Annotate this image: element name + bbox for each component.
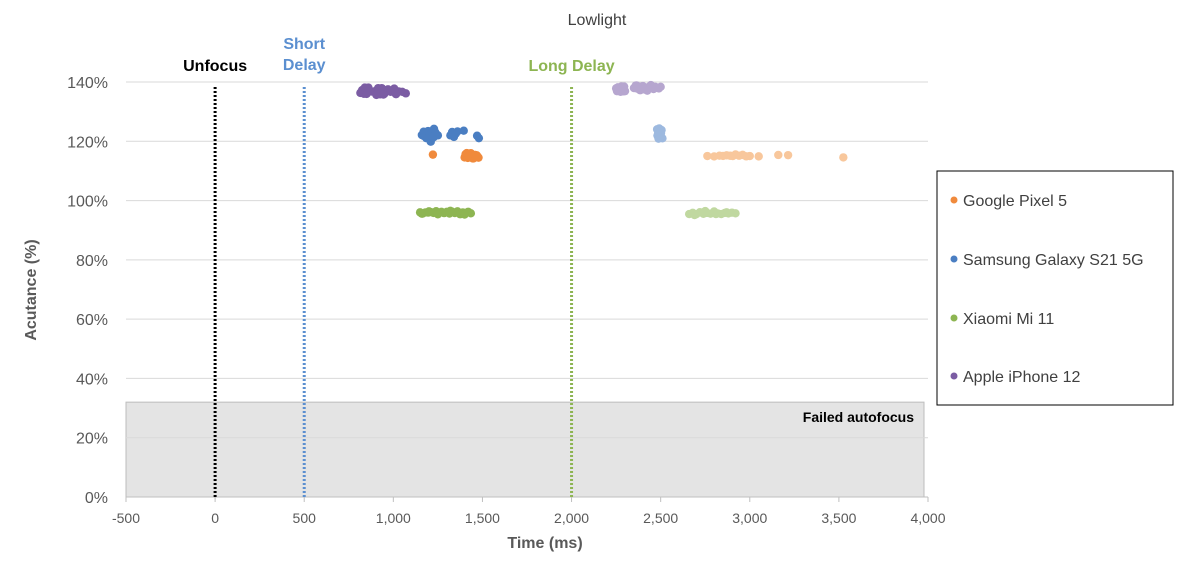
legend-label: Apple iPhone 12 xyxy=(963,369,1081,386)
y-tick-label: 0% xyxy=(85,490,108,507)
legend: Google Pixel 5 Samsung Galaxy S21 5G Xiaom… xyxy=(936,170,1174,406)
x-tick-label: -500 xyxy=(112,510,140,526)
x-tick-label: 2,000 xyxy=(554,510,589,526)
reference-line-label: Unfocus xyxy=(183,58,247,75)
reference-line-label: Short Delay xyxy=(283,36,326,74)
x-tick-label: 4,000 xyxy=(910,510,945,526)
data-point xyxy=(379,90,388,99)
x-axis-title: Time (ms) xyxy=(507,535,582,552)
data-point xyxy=(364,83,373,92)
data-point xyxy=(619,82,629,91)
data-point xyxy=(460,210,469,219)
legend-marker xyxy=(950,314,958,322)
data-point xyxy=(362,89,371,99)
data-point xyxy=(656,82,665,92)
legend-label: Xiaomi Mi 11 xyxy=(963,311,1054,328)
y-tick-label: 120% xyxy=(67,134,108,151)
x-tick-label: 3,000 xyxy=(732,510,767,526)
data-point xyxy=(745,151,754,161)
y-tick-label: 140% xyxy=(67,75,108,92)
legend-marker xyxy=(950,255,958,263)
failed-autofocus-region xyxy=(125,401,925,498)
data-point xyxy=(401,89,411,98)
data-point xyxy=(774,150,783,160)
data-point xyxy=(459,126,468,135)
x-tick-label: 500 xyxy=(293,510,317,526)
data-point xyxy=(731,209,740,218)
legend-marker xyxy=(950,372,958,380)
data-point xyxy=(424,207,434,216)
data-point xyxy=(472,151,481,160)
data-point xyxy=(466,209,476,218)
data-point xyxy=(377,83,386,93)
data-point xyxy=(722,208,731,217)
data-point xyxy=(646,80,656,90)
data-point xyxy=(426,137,435,146)
x-tick-label: 3,500 xyxy=(821,510,856,526)
data-point xyxy=(701,206,710,216)
data-point xyxy=(474,133,484,143)
legend-box xyxy=(936,170,1174,406)
chart-title: Lowlight xyxy=(568,12,627,29)
y-tick-label: 40% xyxy=(76,371,108,388)
data-point xyxy=(429,124,439,134)
legend-marker xyxy=(950,196,958,204)
y-tick-label: 60% xyxy=(76,312,108,329)
x-tick-label: 1,000 xyxy=(376,510,411,526)
x-tick-label: 1,500 xyxy=(465,510,500,526)
y-tick-label: 20% xyxy=(76,431,108,448)
data-point xyxy=(754,152,763,161)
data-point xyxy=(433,210,443,219)
legend-label: Samsung Galaxy S21 5G xyxy=(963,252,1144,269)
reference-line-label: Long Delay xyxy=(528,58,614,75)
data-point xyxy=(711,209,721,219)
data-point xyxy=(391,90,401,99)
x-tick-label: 0 xyxy=(211,510,219,526)
x-tick-label: 2,500 xyxy=(643,510,678,526)
data-point xyxy=(417,209,427,218)
y-axis-title: Acutance (%) xyxy=(23,239,40,340)
data-point xyxy=(690,210,699,220)
data-point xyxy=(428,150,438,159)
failed-autofocus-label: Failed autofocus xyxy=(803,409,914,425)
y-tick-label: 80% xyxy=(76,253,108,270)
data-point xyxy=(446,206,455,215)
data-point xyxy=(453,127,462,136)
data-point xyxy=(839,153,848,162)
data-point xyxy=(703,151,712,161)
y-tick-label: 100% xyxy=(67,194,108,211)
data-point xyxy=(783,150,793,160)
legend-label: Google Pixel 5 xyxy=(963,193,1067,210)
data-point xyxy=(655,133,665,142)
